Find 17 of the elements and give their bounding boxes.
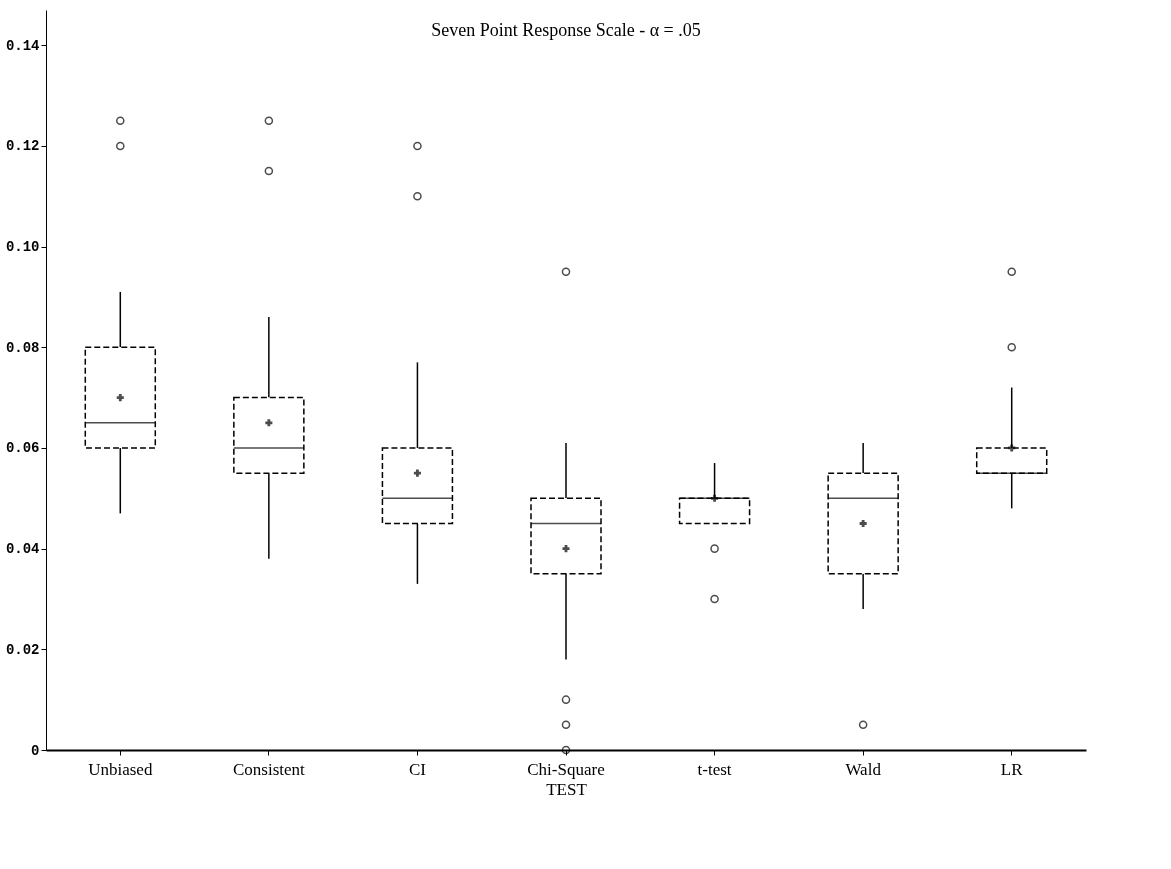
x-tick-label: t-test [697, 759, 732, 779]
x-tick-label: LR [1000, 759, 1024, 779]
y-tick-label: 0.08 [5, 339, 40, 356]
x-axis-title: TEST [546, 779, 588, 799]
y-tick-label: 0.12 [5, 138, 40, 155]
x-tick-label: CI [408, 759, 427, 779]
x-tick-label: Wald [845, 759, 882, 779]
y-tick-label: 0.10 [5, 239, 40, 256]
x-tick-label: Chi-Square [527, 759, 605, 779]
x-tick-label: Consistent [232, 759, 306, 779]
y-tick-label: 0 [31, 742, 40, 759]
x-tick-label: Unbiased [88, 759, 153, 779]
y-tick-label: 0.14 [5, 37, 40, 54]
text: Seven Point Response Scale - α = .05 [431, 20, 701, 40]
y-tick-label: 0.02 [5, 641, 40, 658]
y-tick-label: 0.06 [5, 440, 40, 457]
y-tick-label: 0.04 [5, 541, 40, 558]
